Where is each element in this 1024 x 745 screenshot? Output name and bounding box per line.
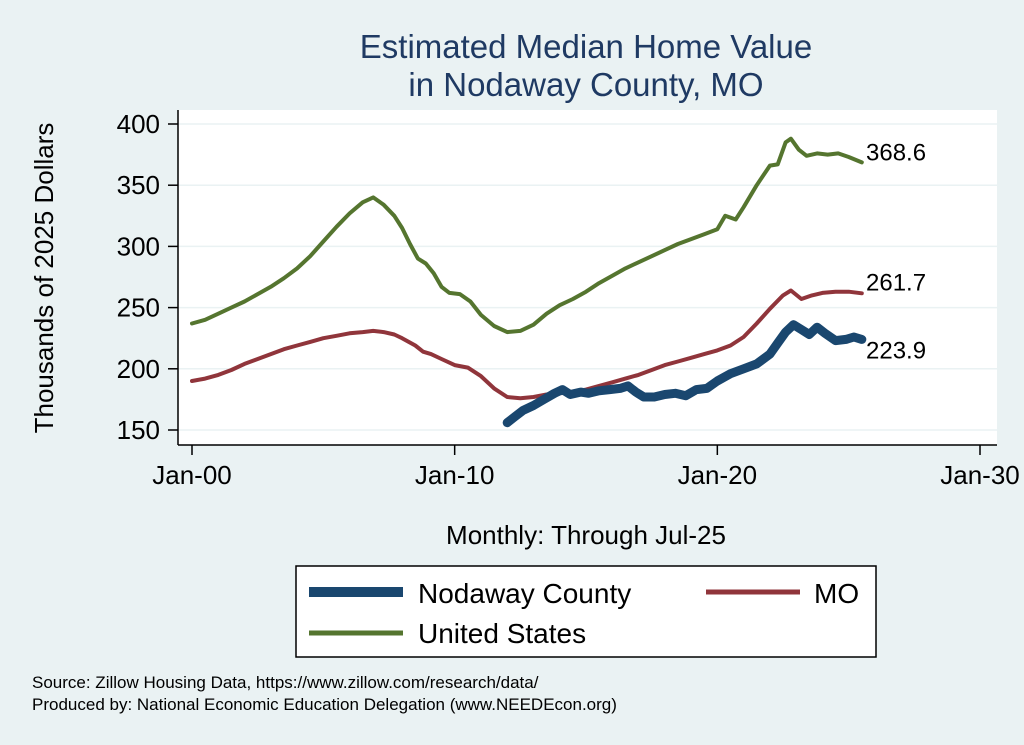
chart-title-line-2: in Nodaway County, MO (408, 66, 763, 103)
legend-label-us: United States (418, 618, 586, 649)
produced-by-note: Produced by: National Economic Education… (32, 695, 617, 714)
y-tick-label-400: 400 (117, 109, 160, 139)
y-axis-title: Thousands of 2025 Dollars (29, 123, 59, 434)
end-labels: 223.9 261.7 368.6 (866, 139, 926, 364)
source-note: Source: Zillow Housing Data, https://www… (32, 673, 539, 692)
end-label-mo: 261.7 (866, 269, 926, 296)
y-tick-label-150: 150 (117, 415, 160, 445)
series-layer (190, 136, 867, 428)
y-tick-label-300: 300 (117, 231, 160, 261)
x-tick-label-Jan-30: Jan-30 (940, 460, 1020, 490)
end-label-united-states: 368.6 (866, 139, 926, 166)
y-ticks: 150 200 250 300 350 400 (117, 109, 178, 445)
x-tick-label-Jan-00: Jan-00 (152, 460, 232, 490)
end-label-nodaway-county: 223.9 (866, 337, 926, 364)
x-tick-label-Jan-20: Jan-20 (678, 460, 758, 490)
x-tick-label-Jan-10: Jan-10 (415, 460, 495, 490)
series-line-united-states (190, 136, 864, 335)
chart-title-line-1: Estimated Median Home Value (360, 28, 812, 65)
legend-box (295, 565, 877, 658)
legend-label-mo: MO (814, 578, 859, 609)
y-tick-label-250: 250 (117, 293, 160, 323)
series-line-nodaway-county (502, 320, 867, 428)
gridlines (178, 123, 997, 431)
y-tick-label-200: 200 (117, 354, 160, 384)
y-tick-label-350: 350 (117, 170, 160, 200)
series-line-mo (190, 288, 864, 401)
x-ticks: Jan-00 Jan-10 Jan-20 Jan-30 (152, 445, 1020, 490)
legend-label-nodaway: Nodaway County (418, 578, 631, 609)
x-axis-title: Monthly: Through Jul-25 (446, 520, 726, 550)
